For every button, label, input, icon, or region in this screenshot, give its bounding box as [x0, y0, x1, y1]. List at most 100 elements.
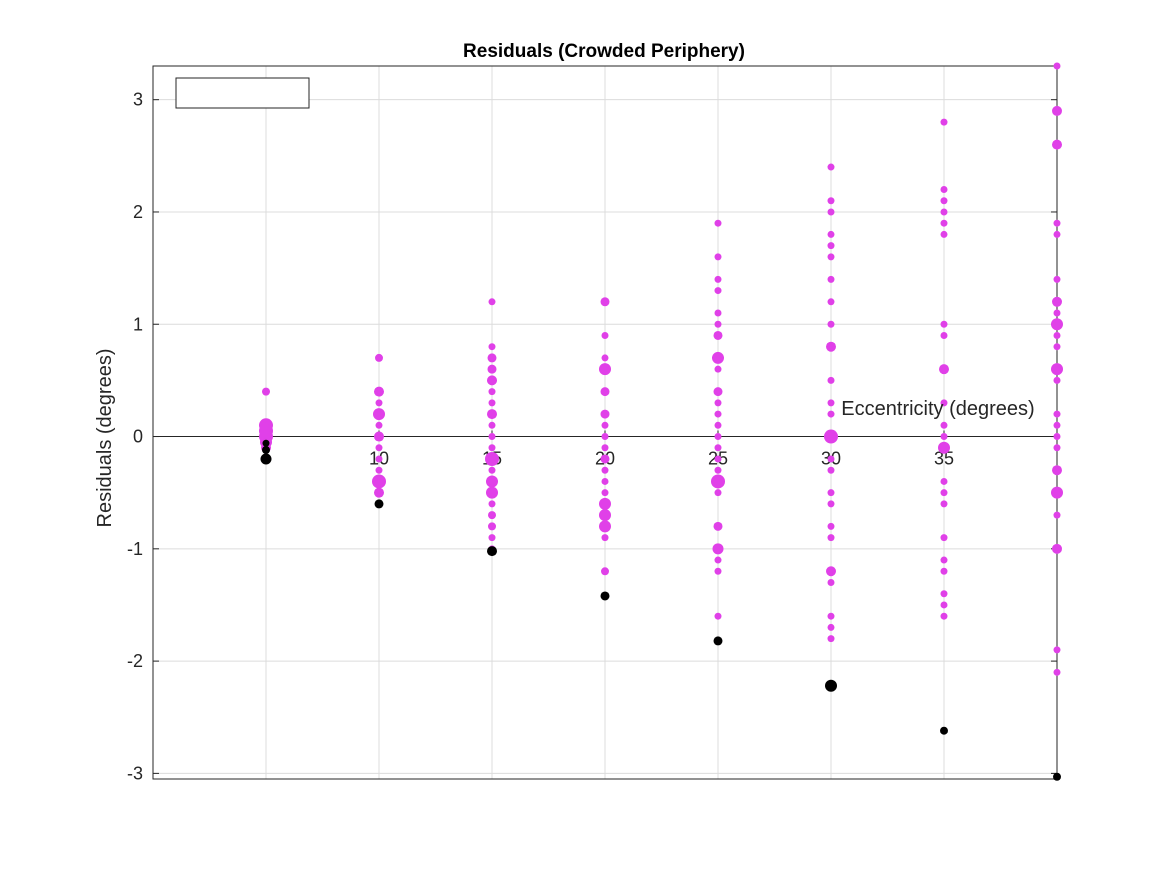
y-tick-label: -3: [127, 763, 143, 783]
data-point: [827, 635, 835, 643]
data-point: [827, 534, 835, 542]
data-point: [827, 612, 835, 620]
data-point: [488, 534, 496, 542]
data-point: [599, 363, 611, 376]
data-point: [599, 520, 611, 533]
data-point: [940, 612, 948, 620]
data-point: [824, 429, 838, 444]
data-point: [1051, 318, 1063, 331]
data-point: [601, 354, 609, 362]
data-point: [940, 399, 948, 407]
data-point: [827, 242, 835, 250]
data-point: [714, 455, 722, 463]
data-point: [827, 197, 835, 205]
data-point: [714, 275, 722, 283]
data-point: [1053, 275, 1061, 283]
y-tick-labels: -3 -2 -1 0 1 2 3: [127, 90, 1057, 783]
data-point: [713, 387, 723, 397]
data-point: [488, 343, 496, 351]
data-point: [940, 477, 948, 485]
black-series: [260, 439, 1061, 781]
data-point: [940, 331, 948, 339]
data-point: [487, 364, 497, 374]
data-point: [486, 475, 498, 488]
data-point: [1053, 668, 1061, 676]
data-point: [601, 444, 609, 452]
data-point: [940, 421, 948, 429]
y-tick-label: 3: [133, 90, 143, 110]
data-point: [1052, 296, 1062, 307]
data-point: [601, 477, 609, 485]
x-tick-label: 35: [934, 449, 954, 469]
data-point: [1053, 230, 1061, 238]
data-point: [826, 566, 836, 577]
data-point: [940, 230, 948, 238]
data-point: [1051, 486, 1063, 499]
data-point: [1052, 465, 1062, 476]
data-point: [488, 421, 496, 429]
data-point: [601, 466, 609, 474]
data-point: [712, 543, 724, 555]
y-tick-label: 1: [133, 314, 143, 334]
data-point: [940, 601, 948, 609]
data-point: [827, 455, 835, 463]
data-point: [827, 399, 835, 407]
data-point: [827, 466, 835, 474]
data-point: [488, 433, 496, 441]
data-points: [259, 62, 1063, 781]
data-point: [488, 444, 496, 452]
data-point: [487, 375, 497, 386]
data-point: [600, 409, 610, 419]
data-point: [827, 208, 835, 216]
data-point: [488, 522, 496, 531]
data-point: [488, 388, 496, 396]
data-point: [940, 197, 948, 205]
y-tick-label: 0: [133, 427, 143, 447]
data-point: [262, 387, 270, 396]
data-point: [827, 500, 835, 508]
data-point: [1053, 343, 1061, 351]
data-point: [711, 474, 725, 489]
data-point: [827, 298, 835, 306]
data-point: [827, 163, 835, 171]
data-point: [714, 399, 722, 407]
data-point: [1053, 421, 1061, 429]
data-point: [714, 309, 722, 317]
data-point: [1053, 331, 1061, 339]
data-point: [940, 590, 948, 598]
legend-box: [175, 77, 310, 109]
data-point: [714, 433, 722, 441]
data-point: [374, 499, 384, 509]
data-point: [600, 454, 610, 464]
magenta-series: [259, 62, 1063, 676]
data-point: [375, 455, 383, 463]
y-tick-label: 2: [133, 202, 143, 222]
data-point: [940, 500, 948, 508]
y-axis-label: Residuals (degrees): [94, 349, 116, 528]
data-point: [825, 679, 837, 692]
data-point: [714, 365, 722, 373]
data-point: [714, 612, 722, 620]
data-point: [714, 466, 722, 474]
data-point: [827, 253, 835, 261]
data-point: [601, 331, 609, 339]
data-point: [1051, 363, 1063, 376]
data-point: [714, 421, 722, 429]
data-point: [1052, 543, 1062, 554]
data-point: [713, 636, 723, 646]
y-tick-label: -2: [127, 651, 143, 671]
data-point: [488, 399, 496, 407]
data-point: [940, 726, 948, 735]
data-point: [1053, 772, 1061, 781]
y-tick-label: -1: [127, 539, 143, 559]
data-point: [940, 208, 948, 216]
data-point: [1053, 444, 1061, 452]
data-point: [601, 489, 609, 497]
data-point: [714, 567, 722, 575]
data-point: [488, 298, 496, 306]
data-point: [713, 521, 723, 531]
data-point: [714, 219, 722, 227]
data-point: [827, 376, 835, 384]
data-point: [712, 351, 724, 364]
data-point: [1053, 433, 1061, 441]
